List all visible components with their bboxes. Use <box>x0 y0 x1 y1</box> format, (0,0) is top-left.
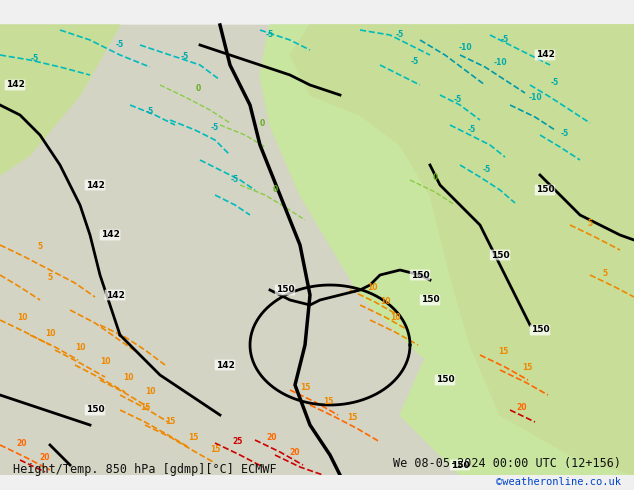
Text: 20: 20 <box>290 447 301 457</box>
Text: -10: -10 <box>493 58 507 68</box>
Polygon shape <box>0 25 634 475</box>
Text: -5: -5 <box>116 41 124 49</box>
Text: 15: 15 <box>140 402 150 412</box>
Text: 10: 10 <box>123 372 133 382</box>
Text: 150: 150 <box>411 270 429 279</box>
Text: -5: -5 <box>266 30 274 40</box>
Text: 5: 5 <box>48 272 53 281</box>
Text: 150: 150 <box>491 250 509 260</box>
Text: 10: 10 <box>390 313 400 321</box>
Text: We 08-05-2024 00:00 UTC (12+156): We 08-05-2024 00:00 UTC (12+156) <box>393 457 621 470</box>
Text: 5: 5 <box>602 269 607 277</box>
Text: 10: 10 <box>380 297 391 307</box>
Text: 10: 10 <box>16 313 27 321</box>
Text: 142: 142 <box>6 80 25 90</box>
Text: 142: 142 <box>86 180 105 190</box>
Text: 15: 15 <box>188 433 198 441</box>
Text: -5: -5 <box>31 54 39 64</box>
Text: 10: 10 <box>145 388 155 396</box>
Text: -5: -5 <box>483 166 491 174</box>
Text: 0: 0 <box>195 84 200 94</box>
Text: 10: 10 <box>45 328 55 338</box>
Text: 150: 150 <box>276 286 294 294</box>
Text: 0: 0 <box>259 119 264 127</box>
Text: 15: 15 <box>347 413 357 421</box>
Text: 10: 10 <box>366 283 377 292</box>
Text: -5: -5 <box>411 57 419 67</box>
Text: -5: -5 <box>231 175 239 185</box>
Text: 150: 150 <box>86 406 105 415</box>
Text: 25: 25 <box>233 438 243 446</box>
Text: -5: -5 <box>146 107 154 117</box>
Polygon shape <box>260 25 634 425</box>
Text: Height/Temp. 850 hPa [gdmp][°C] ECMWF: Height/Temp. 850 hPa [gdmp][°C] ECMWF <box>13 463 276 476</box>
Text: -10: -10 <box>458 44 472 52</box>
Text: 142: 142 <box>106 291 124 299</box>
Text: 150: 150 <box>531 325 549 335</box>
Text: 15: 15 <box>210 445 220 455</box>
Text: 0: 0 <box>273 186 278 195</box>
Text: -5: -5 <box>501 35 509 45</box>
Polygon shape <box>290 25 634 475</box>
Text: 150: 150 <box>451 461 469 469</box>
Text: -5: -5 <box>396 30 404 40</box>
Text: 10: 10 <box>75 343 85 351</box>
Text: 15: 15 <box>300 383 310 392</box>
Polygon shape <box>0 25 120 175</box>
Text: -5: -5 <box>561 128 569 138</box>
Text: 142: 142 <box>101 230 119 240</box>
Text: 20: 20 <box>267 433 277 441</box>
Text: 150: 150 <box>536 186 554 195</box>
Text: 20: 20 <box>16 439 27 447</box>
Text: -5: -5 <box>468 125 476 134</box>
Text: 142: 142 <box>536 50 555 59</box>
Text: -5: -5 <box>181 52 189 62</box>
Text: 15: 15 <box>522 363 532 371</box>
Text: -5: -5 <box>211 122 219 131</box>
Text: 5: 5 <box>588 219 593 227</box>
Text: 150: 150 <box>421 295 439 304</box>
Text: 20: 20 <box>40 452 50 462</box>
Text: 15: 15 <box>498 347 508 357</box>
Text: 15: 15 <box>323 397 333 407</box>
Text: 142: 142 <box>216 361 235 369</box>
Text: ©weatheronline.co.uk: ©weatheronline.co.uk <box>496 477 621 487</box>
Text: -5: -5 <box>454 96 462 104</box>
Text: 150: 150 <box>436 375 455 385</box>
Text: 15: 15 <box>165 417 175 426</box>
Text: -10: -10 <box>528 93 542 101</box>
Text: 10: 10 <box>100 358 110 367</box>
Text: 0: 0 <box>432 172 437 181</box>
Text: -5: -5 <box>551 78 559 88</box>
Text: 5: 5 <box>37 243 42 251</box>
Text: 20: 20 <box>517 402 527 412</box>
Polygon shape <box>400 25 634 475</box>
